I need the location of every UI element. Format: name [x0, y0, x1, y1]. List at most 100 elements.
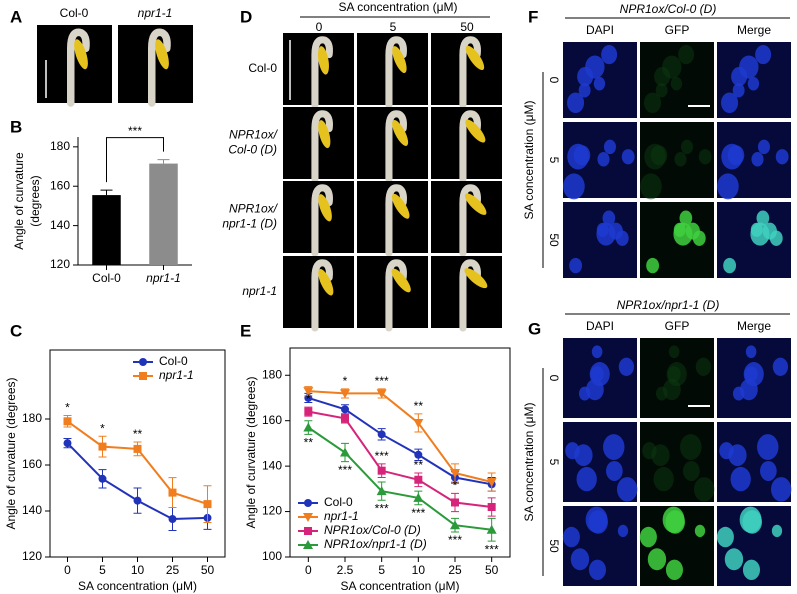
- nucleus: [588, 510, 608, 534]
- nucleus: [750, 222, 770, 246]
- point: [376, 389, 387, 399]
- series-line: [308, 390, 492, 484]
- cotyledon: [391, 193, 410, 219]
- panel-title: NPR1ox/npr1-1 (D): [617, 298, 720, 312]
- nucleus: [601, 45, 618, 65]
- nucleus: [593, 76, 606, 91]
- nucleus: [716, 526, 734, 548]
- nucleus: [732, 83, 745, 98]
- point: [486, 478, 497, 488]
- panel-letter: A: [10, 7, 22, 26]
- legend-label: NPR1ox/npr1-1 (D): [324, 537, 427, 551]
- legend-marker: [304, 499, 312, 507]
- nucleus: [603, 434, 625, 460]
- hypocotyl: [385, 36, 407, 109]
- y-axis-label: SA concentration (μM): [522, 101, 536, 220]
- y-axis-label: Angle of curvature (degrees): [4, 377, 18, 529]
- legend-label: npr1-1: [159, 368, 194, 382]
- significance: *: [453, 479, 458, 493]
- y-axis-label: (degrees): [28, 175, 42, 226]
- significance: *: [306, 392, 311, 406]
- nucleus: [665, 510, 685, 534]
- nucleus: [667, 366, 681, 383]
- point: [376, 486, 387, 496]
- nucleus: [644, 92, 662, 113]
- x-tick-label: 2.5: [337, 563, 354, 577]
- significance-bracket: [106, 137, 164, 183]
- point: [63, 439, 72, 448]
- significance: ***: [375, 374, 389, 388]
- significance: ***: [375, 501, 389, 515]
- row-label: npr1-1: [242, 284, 277, 298]
- point: [413, 418, 424, 428]
- significance: **: [304, 435, 314, 449]
- nucleus: [617, 524, 629, 538]
- y-tick-label: 160: [22, 457, 42, 471]
- significance: **: [133, 427, 143, 441]
- nucleus: [680, 139, 693, 155]
- significance: ***: [448, 533, 462, 547]
- nucleus: [772, 357, 789, 376]
- cotyledon: [318, 269, 334, 296]
- error-bar: [157, 159, 170, 164]
- point: [487, 503, 496, 512]
- nucleus: [680, 434, 702, 460]
- point: [414, 450, 423, 459]
- row-label: 0: [547, 77, 561, 84]
- row-label: Col-0: [248, 61, 277, 75]
- point: [98, 474, 107, 483]
- nucleus: [769, 230, 783, 246]
- point: [450, 520, 460, 530]
- nucleus: [679, 210, 693, 226]
- nucleus: [668, 345, 680, 359]
- nucleus: [596, 222, 616, 246]
- panel-letter: D: [240, 7, 252, 26]
- y-tick-label: 120: [262, 504, 282, 518]
- nucleus: [757, 139, 770, 155]
- x-tick-label: npr1-1: [146, 271, 181, 285]
- hypocotyl: [459, 110, 481, 183]
- point: [340, 447, 350, 457]
- legend-marker: [303, 513, 313, 522]
- hypocotyl: [67, 28, 90, 107]
- nucleus: [621, 149, 635, 165]
- nucleus: [723, 257, 737, 274]
- nucleus: [617, 477, 638, 502]
- point: [486, 524, 497, 534]
- series-line: [307, 426, 492, 531]
- nucleus: [618, 357, 635, 376]
- nucleus: [640, 173, 662, 200]
- hypocotyl: [385, 184, 407, 257]
- column-label: 5: [390, 20, 397, 34]
- row-label: npr1-1 (D): [222, 217, 277, 231]
- x-axis-label: SA concentration (μM): [341, 579, 460, 593]
- significance: ***: [338, 463, 352, 477]
- column-label: Merge: [737, 319, 771, 333]
- y-tick-label: 160: [262, 413, 282, 427]
- nucleus: [739, 55, 759, 79]
- nucleus: [646, 257, 660, 274]
- nucleus: [588, 559, 606, 581]
- nucleus: [655, 386, 668, 401]
- column-label: GFP: [665, 23, 690, 37]
- nucleus: [585, 55, 605, 79]
- nucleus: [728, 444, 747, 467]
- x-axis-label: SA concentration (μM): [78, 579, 197, 593]
- nucleus: [717, 173, 739, 200]
- point: [340, 389, 350, 399]
- hypocotyl: [311, 259, 333, 332]
- bar: [149, 163, 178, 265]
- row-label: 0: [547, 375, 561, 382]
- photo-label: Col-0: [60, 6, 89, 20]
- point: [203, 500, 212, 509]
- panel-letter: G: [528, 319, 541, 338]
- column-label: 0: [316, 20, 323, 34]
- y-tick-label: 160: [50, 178, 70, 192]
- x-tick-label: 25: [448, 563, 462, 577]
- panel-letter: E: [240, 321, 251, 340]
- cotyledon: [464, 193, 487, 215]
- point: [133, 496, 142, 505]
- nucleus: [673, 222, 693, 246]
- nucleus: [683, 460, 700, 481]
- nucleus: [727, 145, 745, 166]
